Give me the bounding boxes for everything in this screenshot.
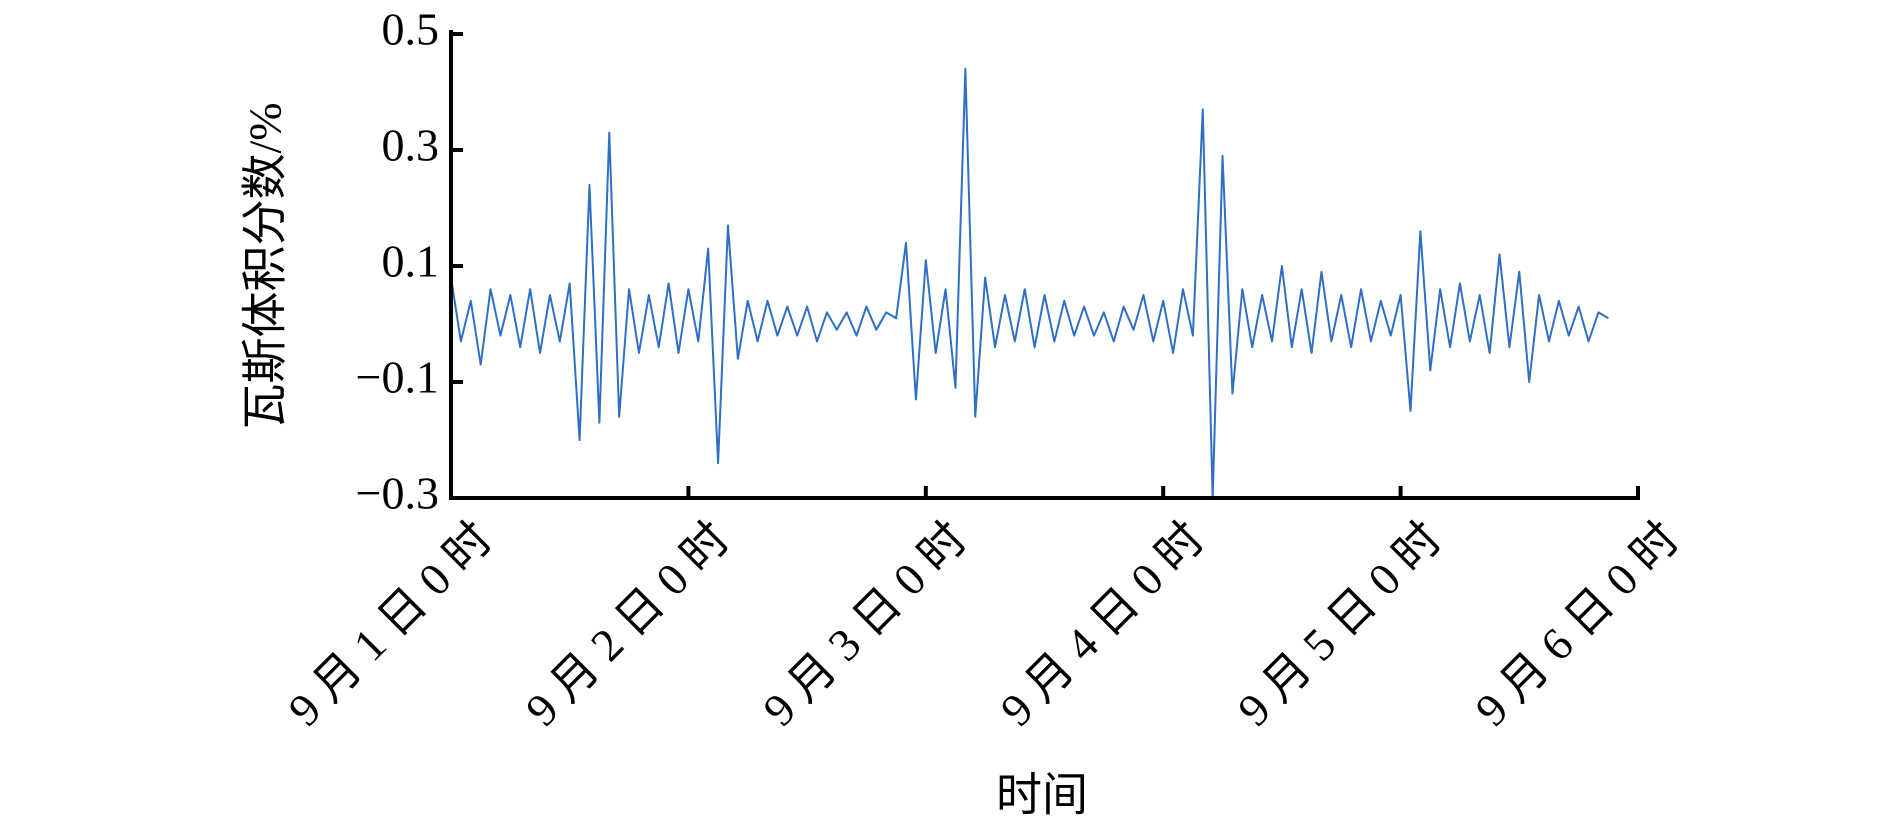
x-tick-label: 9 月 4 日 0 时 (991, 512, 1214, 735)
x-tick-label: 9 月 3 日 0 时 (753, 512, 976, 735)
x-tick-label: 9 月 5 日 0 时 (1228, 512, 1451, 735)
x-tick-label: 9 月 6 日 0 时 (1465, 512, 1688, 735)
x-tick-label: 9 月 2 日 0 时 (516, 512, 739, 735)
y-tick-label: 0.5 (382, 4, 440, 55)
y-tick-label: −0.1 (356, 352, 439, 403)
y-tick-label: 0.1 (382, 236, 440, 287)
x-tick-label: 9 月 1 日 0 时 (278, 512, 501, 735)
data-line (450, 67, 1609, 499)
y-tick-label: −0.3 (356, 468, 439, 519)
y-tick-label: 0.3 (382, 120, 440, 171)
y-axis-label: 瓦斯体积分数/% (240, 102, 291, 429)
x-axis-label: 时间 (996, 770, 1088, 821)
